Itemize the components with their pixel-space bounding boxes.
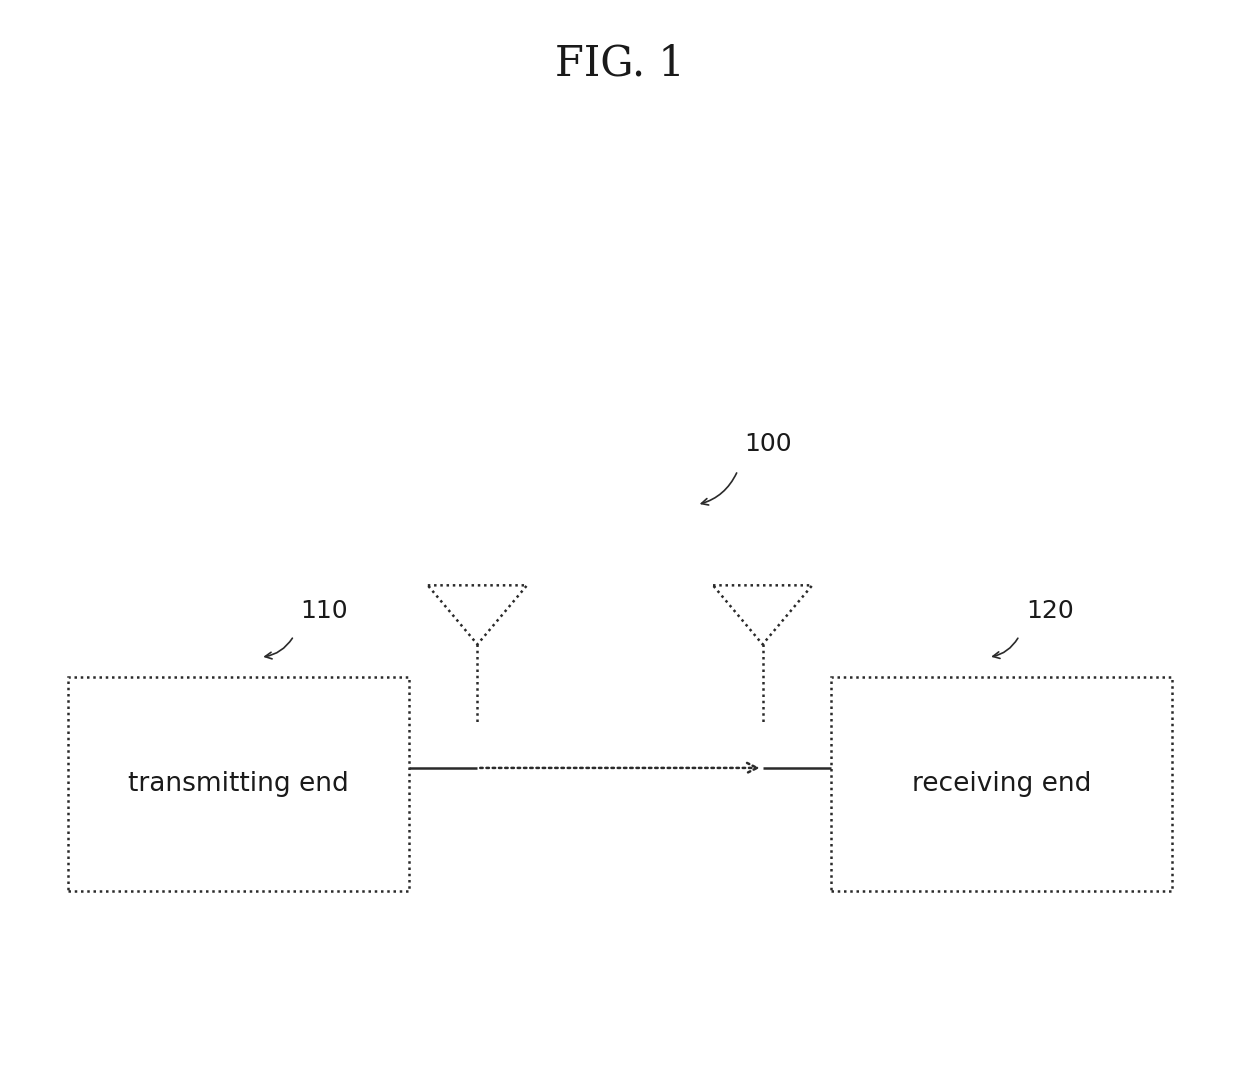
Text: 100: 100 bbox=[744, 433, 791, 456]
Bar bbox=[831, 677, 1172, 891]
Text: FIG. 1: FIG. 1 bbox=[556, 43, 684, 85]
Text: 110: 110 bbox=[300, 599, 347, 623]
Bar bbox=[68, 677, 409, 891]
Text: 120: 120 bbox=[1027, 599, 1075, 623]
Text: transmitting end: transmitting end bbox=[128, 771, 350, 797]
Text: receiving end: receiving end bbox=[911, 771, 1091, 797]
